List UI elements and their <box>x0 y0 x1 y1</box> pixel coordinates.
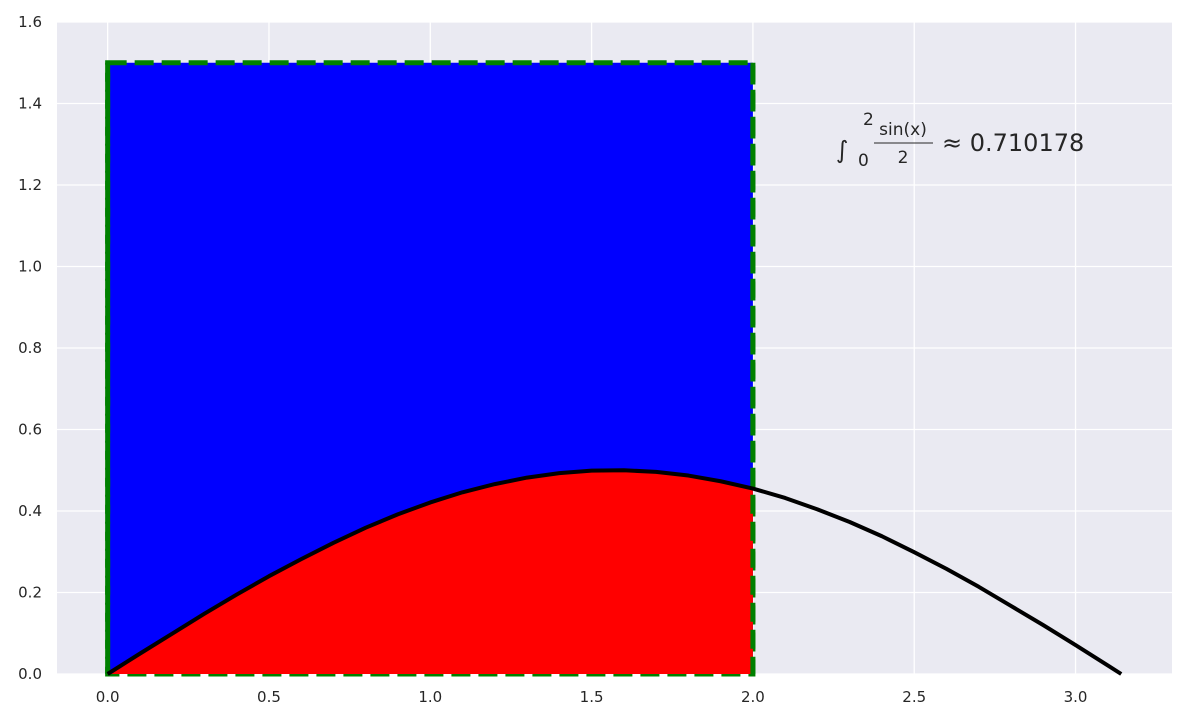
y-tick-label: 1.6 <box>18 13 42 31</box>
area <box>107 470 753 674</box>
x-tick-label: 1.5 <box>580 688 604 706</box>
y-tick-label: 1.4 <box>18 95 42 113</box>
y-tick-label: 1.2 <box>18 176 42 194</box>
curve <box>106 468 1123 676</box>
y-tick-label: 0.8 <box>18 339 42 357</box>
x-tick-label: 2.0 <box>741 688 765 706</box>
x-tick-label: 0.5 <box>257 688 281 706</box>
x-tick-label: 0.0 <box>96 688 120 706</box>
y-tick-label: 0.4 <box>18 502 42 520</box>
x-tick-label: 3.0 <box>1064 688 1088 706</box>
integral-lower: 0 <box>858 151 869 171</box>
denominator: 2 <box>898 148 909 168</box>
y-tick-label: 0.0 <box>18 665 42 683</box>
numerator: sin(x) <box>879 120 927 140</box>
integral-sign: ∫ <box>836 136 849 164</box>
result: ≈ 0.710178 <box>942 129 1084 157</box>
integral-upper: 2 <box>863 110 874 130</box>
x-tick-label: 2.5 <box>902 688 926 706</box>
annotation: ∫ 0 2 sin(x) 2 ≈ 0.710178 <box>836 110 1084 171</box>
x-tick-label: 1.0 <box>418 688 442 706</box>
y-tick-label: 0.6 <box>18 421 42 439</box>
y-tick-label: 1.0 <box>18 258 42 276</box>
y-tick-label: 0.2 <box>18 584 42 602</box>
